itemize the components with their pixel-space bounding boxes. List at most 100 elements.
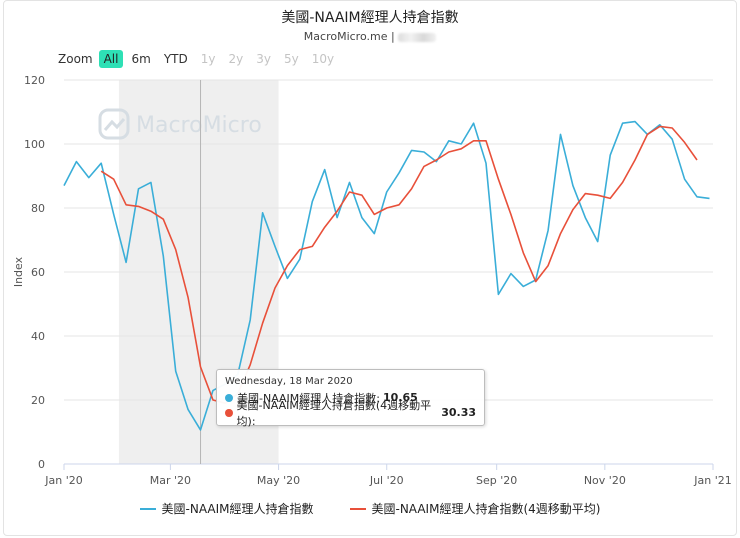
zoom-button-1y[interactable]: 1y [200, 52, 216, 66]
tooltip-dot-series-2 [225, 408, 233, 417]
data-point-series-1 [423, 151, 425, 153]
chart-frame [3, 0, 737, 536]
tooltip-value-series-1: 10.65 [383, 391, 418, 404]
legend-item-series-2[interactable]: 美國-NAAIM經理人持倉指數(4週移動平均) [349, 500, 601, 517]
data-point-series-2 [634, 159, 636, 161]
y-tick-label: 20 [31, 394, 45, 407]
zoom-button-3y[interactable]: 3y [256, 52, 271, 66]
series-line-1 [63, 120, 710, 431]
data-point-series-2 [472, 140, 474, 142]
data-point-series-2 [659, 125, 661, 127]
data-point-series-1 [348, 181, 350, 183]
legend-label-series-2: 美國-NAAIM經理人持倉指數(4週移動平均) [371, 502, 601, 516]
watermark-logo-icon [98, 108, 130, 140]
data-point-series-2 [162, 218, 164, 220]
tooltip-row-series-1: 美國-NAAIM經理人持倉指數: 10.65 [225, 390, 476, 405]
x-tick-label: Sep '20 [476, 474, 517, 487]
data-point-series-1 [683, 178, 685, 180]
data-point-series-2 [249, 364, 251, 366]
data-point-series-1 [609, 154, 611, 156]
zoom-button-all[interactable]: All [98, 50, 124, 68]
x-tick-label: Jan '21 [693, 474, 731, 487]
data-point-series-1 [410, 149, 412, 151]
data-point-series-1 [187, 408, 189, 410]
zoom-button-2y[interactable]: 2y [228, 52, 244, 66]
data-point-series-1 [621, 122, 623, 124]
data-point-series-2 [398, 204, 400, 206]
zoom-selector: Zoom All 6m YTD 1y 2y 3y 5y 10y [58, 50, 342, 68]
tooltip-value-series-2: 30.33 [441, 406, 476, 419]
data-point-series-2 [522, 252, 524, 254]
chart-subtitle: MacroMicro.me | [0, 30, 740, 43]
chart-title: 美國-NAAIM經理人持倉指數 [281, 10, 459, 26]
data-point-series-1 [448, 140, 450, 142]
zoom-button-6m[interactable]: 6m [131, 52, 151, 66]
y-tick-label: 0 [38, 458, 45, 471]
data-point-series-2 [485, 140, 487, 142]
tooltip-row-series-2: 美國-NAAIM經理人持倉指數(4週移動平均): 30.33 [225, 399, 476, 428]
data-point-series-1 [199, 429, 201, 431]
tooltip-label-series-1: 美國-NAAIM經理人持倉指數: [237, 391, 380, 405]
data-point-series-1 [485, 162, 487, 164]
legend-swatch-series-1 [139, 507, 156, 510]
data-point-series-1 [63, 184, 65, 186]
data-point-series-2 [547, 264, 549, 266]
data-point-series-2 [448, 151, 450, 153]
data-point-series-2 [212, 399, 214, 401]
data-point-series-2 [646, 133, 648, 135]
data-point-series-1 [497, 293, 499, 295]
data-point-series-1 [361, 216, 363, 218]
data-point-series-2 [510, 213, 512, 215]
y-tick-label: 120 [24, 74, 45, 87]
data-point-series-2 [696, 159, 698, 161]
data-point-series-2 [137, 205, 139, 207]
data-point-series-2 [435, 159, 437, 161]
zoom-button-5y[interactable]: 5y [283, 52, 299, 66]
data-point-series-1 [708, 197, 710, 199]
data-point-series-1 [386, 191, 388, 193]
tooltip-label-series-2: 美國-NAAIM經理人持倉指數(4週移動平均): [236, 398, 432, 428]
data-point-series-1 [547, 229, 549, 231]
legend-item-series-1[interactable]: 美國-NAAIM經理人持倉指數 [139, 500, 314, 517]
data-point-series-1 [299, 258, 301, 260]
zoom-label: Zoom [58, 52, 93, 66]
data-point-series-1 [572, 184, 574, 186]
data-point-series-2 [125, 204, 127, 206]
data-point-series-1 [137, 188, 139, 190]
data-point-series-1 [671, 138, 673, 140]
data-point-series-2 [683, 141, 685, 143]
data-point-series-2 [597, 194, 599, 196]
data-point-series-2 [311, 245, 313, 247]
data-point-series-1 [112, 213, 114, 215]
data-point-series-2 [373, 213, 375, 215]
data-point-series-2 [410, 188, 412, 190]
watermark-text: MacroMicro [136, 113, 262, 138]
data-point-series-1 [162, 255, 164, 257]
data-point-series-2 [460, 148, 462, 150]
data-point-series-2 [361, 194, 363, 196]
data-point-series-2 [299, 248, 301, 250]
blurred-source-text [398, 32, 437, 42]
y-tick-label: 40 [31, 330, 45, 343]
data-point-series-2 [423, 165, 425, 167]
data-point-series-2 [175, 248, 177, 250]
data-point-series-2 [150, 210, 152, 212]
data-point-series-2 [386, 207, 388, 209]
data-point-series-2 [323, 226, 325, 228]
zoom-button-ytd[interactable]: YTD [163, 52, 188, 66]
data-point-series-2 [336, 210, 338, 212]
data-point-series-1 [696, 196, 698, 198]
data-point-series-2 [199, 366, 201, 368]
data-point-series-1 [261, 212, 263, 214]
chart-subtitle-text: MacroMicro.me | [303, 30, 395, 43]
zoom-button-10y[interactable]: 10y [311, 52, 335, 66]
data-point-series-1 [460, 143, 462, 145]
data-point-series-2 [572, 208, 574, 210]
data-point-series-2 [584, 192, 586, 194]
data-point-series-2 [286, 264, 288, 266]
data-point-series-1 [75, 160, 77, 162]
data-point-series-1 [323, 168, 325, 170]
y-tick-label: 60 [31, 266, 45, 279]
data-point-series-1 [522, 285, 524, 287]
